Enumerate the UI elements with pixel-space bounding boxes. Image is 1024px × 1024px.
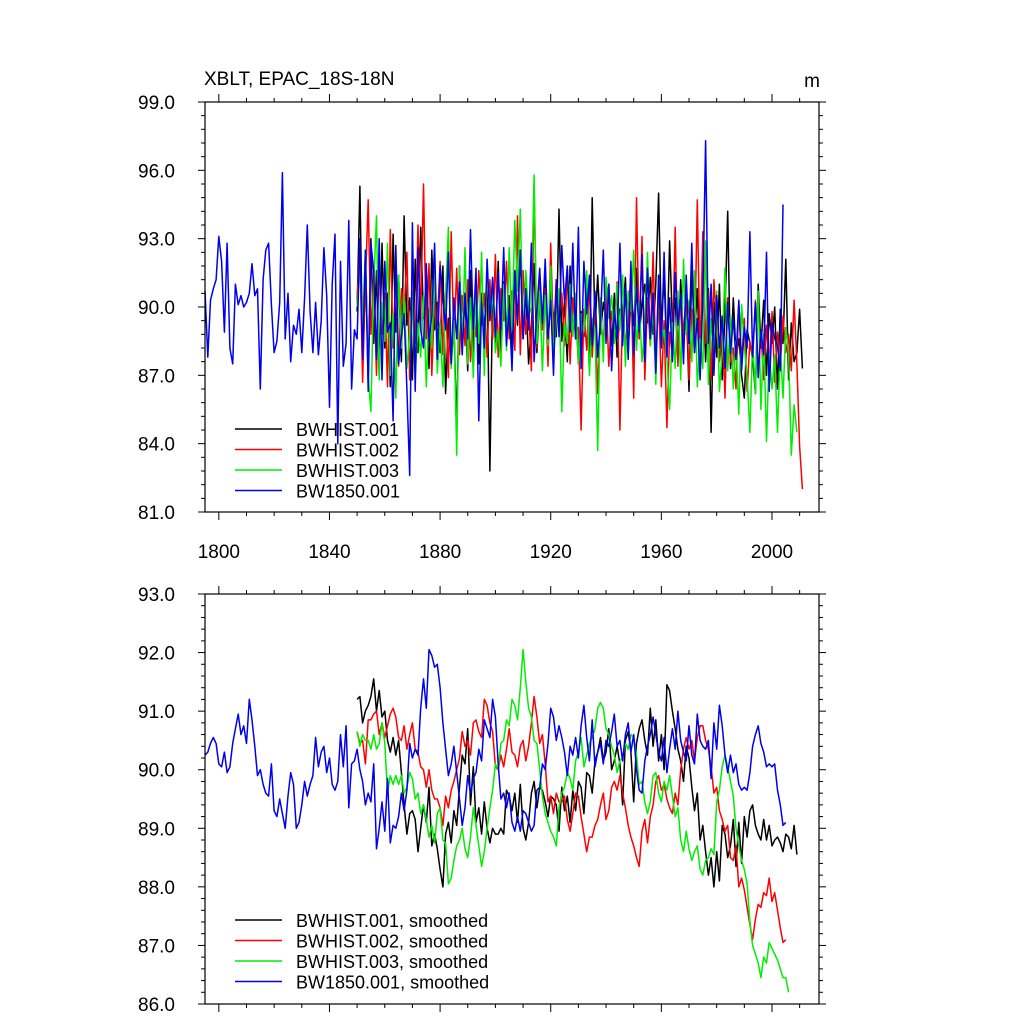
series-line-3 xyxy=(356,648,790,993)
legend-label: BWHIST.001, smoothed xyxy=(296,911,488,931)
legend-label: BW1850.001 xyxy=(296,482,400,502)
y-tick-label: 90.0 xyxy=(138,761,175,782)
y-tick-label: 93.0 xyxy=(138,230,175,251)
axes: 86.0 87.0 88.0 89.0 90.0 91.0 92.0 93.0 xyxy=(138,585,826,1016)
y-tick-label: 99.0 xyxy=(138,93,175,114)
y-tick-label: 91.0 xyxy=(138,702,175,723)
y-tick-label: 88.0 xyxy=(138,878,175,899)
y-tick-label: 87.0 xyxy=(138,366,175,387)
x-tick-label: 1840 xyxy=(308,542,350,563)
y-tick-label: 86.0 xyxy=(138,995,175,1016)
axes: 81.0 84.0 87.0 90.0 93.0 96.0 99.0 1800 1840 1880… xyxy=(138,93,826,563)
series-line-1 xyxy=(356,678,798,888)
plot-frame xyxy=(204,593,820,1005)
y-tick-label: 84.0 xyxy=(138,435,175,456)
panel-bottom: 86.0 87.0 88.0 89.0 90.0 91.0 92.0 93.0 BWHIST.… xyxy=(138,585,826,1016)
series-group xyxy=(204,139,804,490)
x-tick-label: 1800 xyxy=(198,542,240,563)
y-tick-label: 90.0 xyxy=(138,298,175,319)
series-line-4 xyxy=(204,139,784,477)
x-tick-label: 1960 xyxy=(640,542,682,563)
legend-label: BWHIST.003 xyxy=(296,461,399,481)
y-tick-label: 92.0 xyxy=(138,644,175,665)
y-tick-label: 93.0 xyxy=(138,585,175,606)
y-tick-label: 81.0 xyxy=(138,503,175,524)
y-tick-label: 89.0 xyxy=(138,819,175,840)
legend-label: BWHIST.002, smoothed xyxy=(296,932,488,952)
legend-label: BWHIST.002 xyxy=(296,441,399,461)
panel-top: XBLT, EPAC_18S-18N m 81.0 84.0 87.0 90.0 93.… xyxy=(138,69,826,563)
series-group xyxy=(204,648,798,993)
y-tick-label: 87.0 xyxy=(138,936,175,957)
x-tick-label: 1920 xyxy=(530,542,572,563)
units-label: m xyxy=(804,71,820,92)
series-line-2 xyxy=(356,695,787,944)
x-tick-label: 1880 xyxy=(419,542,461,563)
panel-title: XBLT, EPAC_18S-18N xyxy=(204,69,394,90)
series-line-4 xyxy=(204,648,787,850)
legend-label: BWHIST.001 xyxy=(296,420,399,440)
x-tick-label: 2000 xyxy=(751,542,793,563)
y-tick-label: 96.0 xyxy=(138,161,175,182)
legend-label: BWHIST.003, smoothed xyxy=(296,952,488,972)
legend-label: BW1850.001, smoothed xyxy=(296,973,489,993)
